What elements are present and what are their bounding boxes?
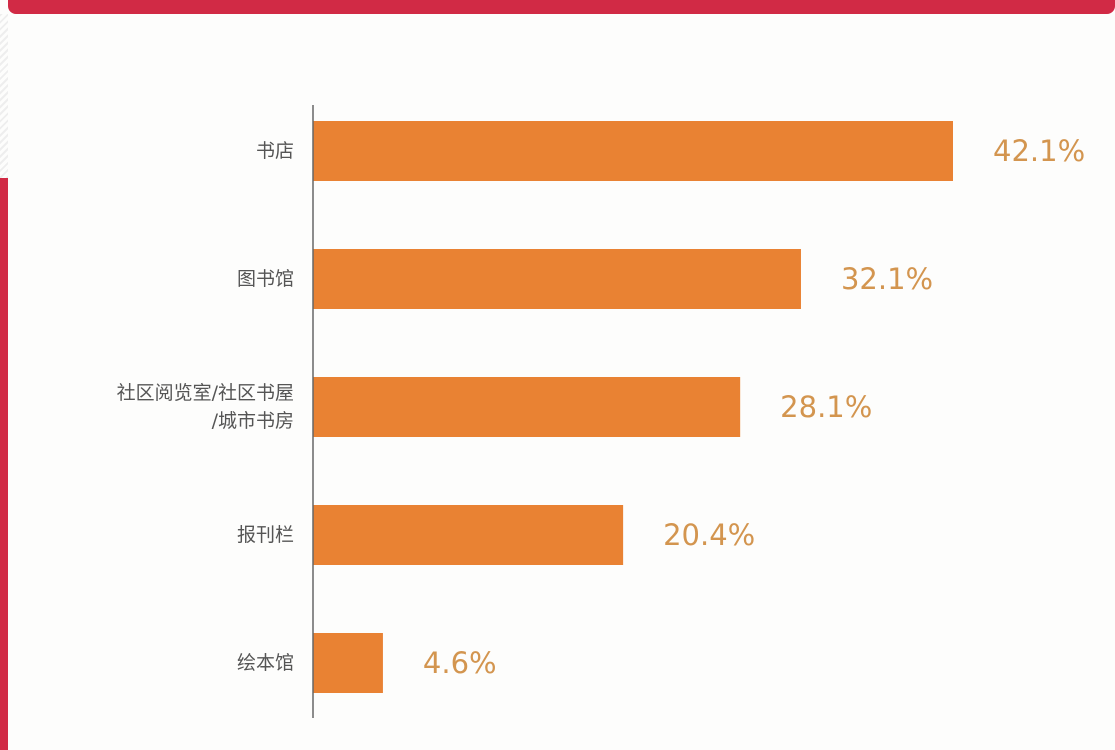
labels-group: 42.1% 书店 32.1% 图书馆 28.1% 社区阅览室/社区书屋/城市书房 20.4%… xyxy=(117,134,1086,680)
category-label-line: 社区阅览室/社区书屋 xyxy=(117,382,294,404)
value-label: 20.4% xyxy=(663,518,755,552)
bar xyxy=(313,249,801,309)
category-label-line: /城市书房 xyxy=(212,410,294,432)
bar xyxy=(313,505,624,565)
bar xyxy=(313,377,741,437)
bar xyxy=(313,121,953,181)
category-label-line: 书店 xyxy=(256,140,294,162)
category-label: 图书馆 xyxy=(237,268,294,290)
category-label: 书店 xyxy=(256,140,294,162)
bar xyxy=(313,633,383,693)
top-accent-bar xyxy=(8,0,1115,14)
left-hatch-pattern xyxy=(0,14,8,178)
category-label-line: 报刊栏 xyxy=(237,524,294,546)
value-label: 32.1% xyxy=(841,262,933,296)
bars-group xyxy=(313,121,953,693)
category-label: 社区阅览室/社区书屋/城市书房 xyxy=(117,382,294,432)
value-label: 4.6% xyxy=(423,646,497,680)
value-label: 28.1% xyxy=(780,390,872,424)
category-label: 报刊栏 xyxy=(237,524,294,546)
left-accent-bar xyxy=(0,178,8,750)
category-label-line: 绘本馆 xyxy=(237,652,294,674)
value-label: 42.1% xyxy=(993,134,1085,168)
category-label: 绘本馆 xyxy=(237,652,294,674)
category-label-line: 图书馆 xyxy=(237,268,294,290)
